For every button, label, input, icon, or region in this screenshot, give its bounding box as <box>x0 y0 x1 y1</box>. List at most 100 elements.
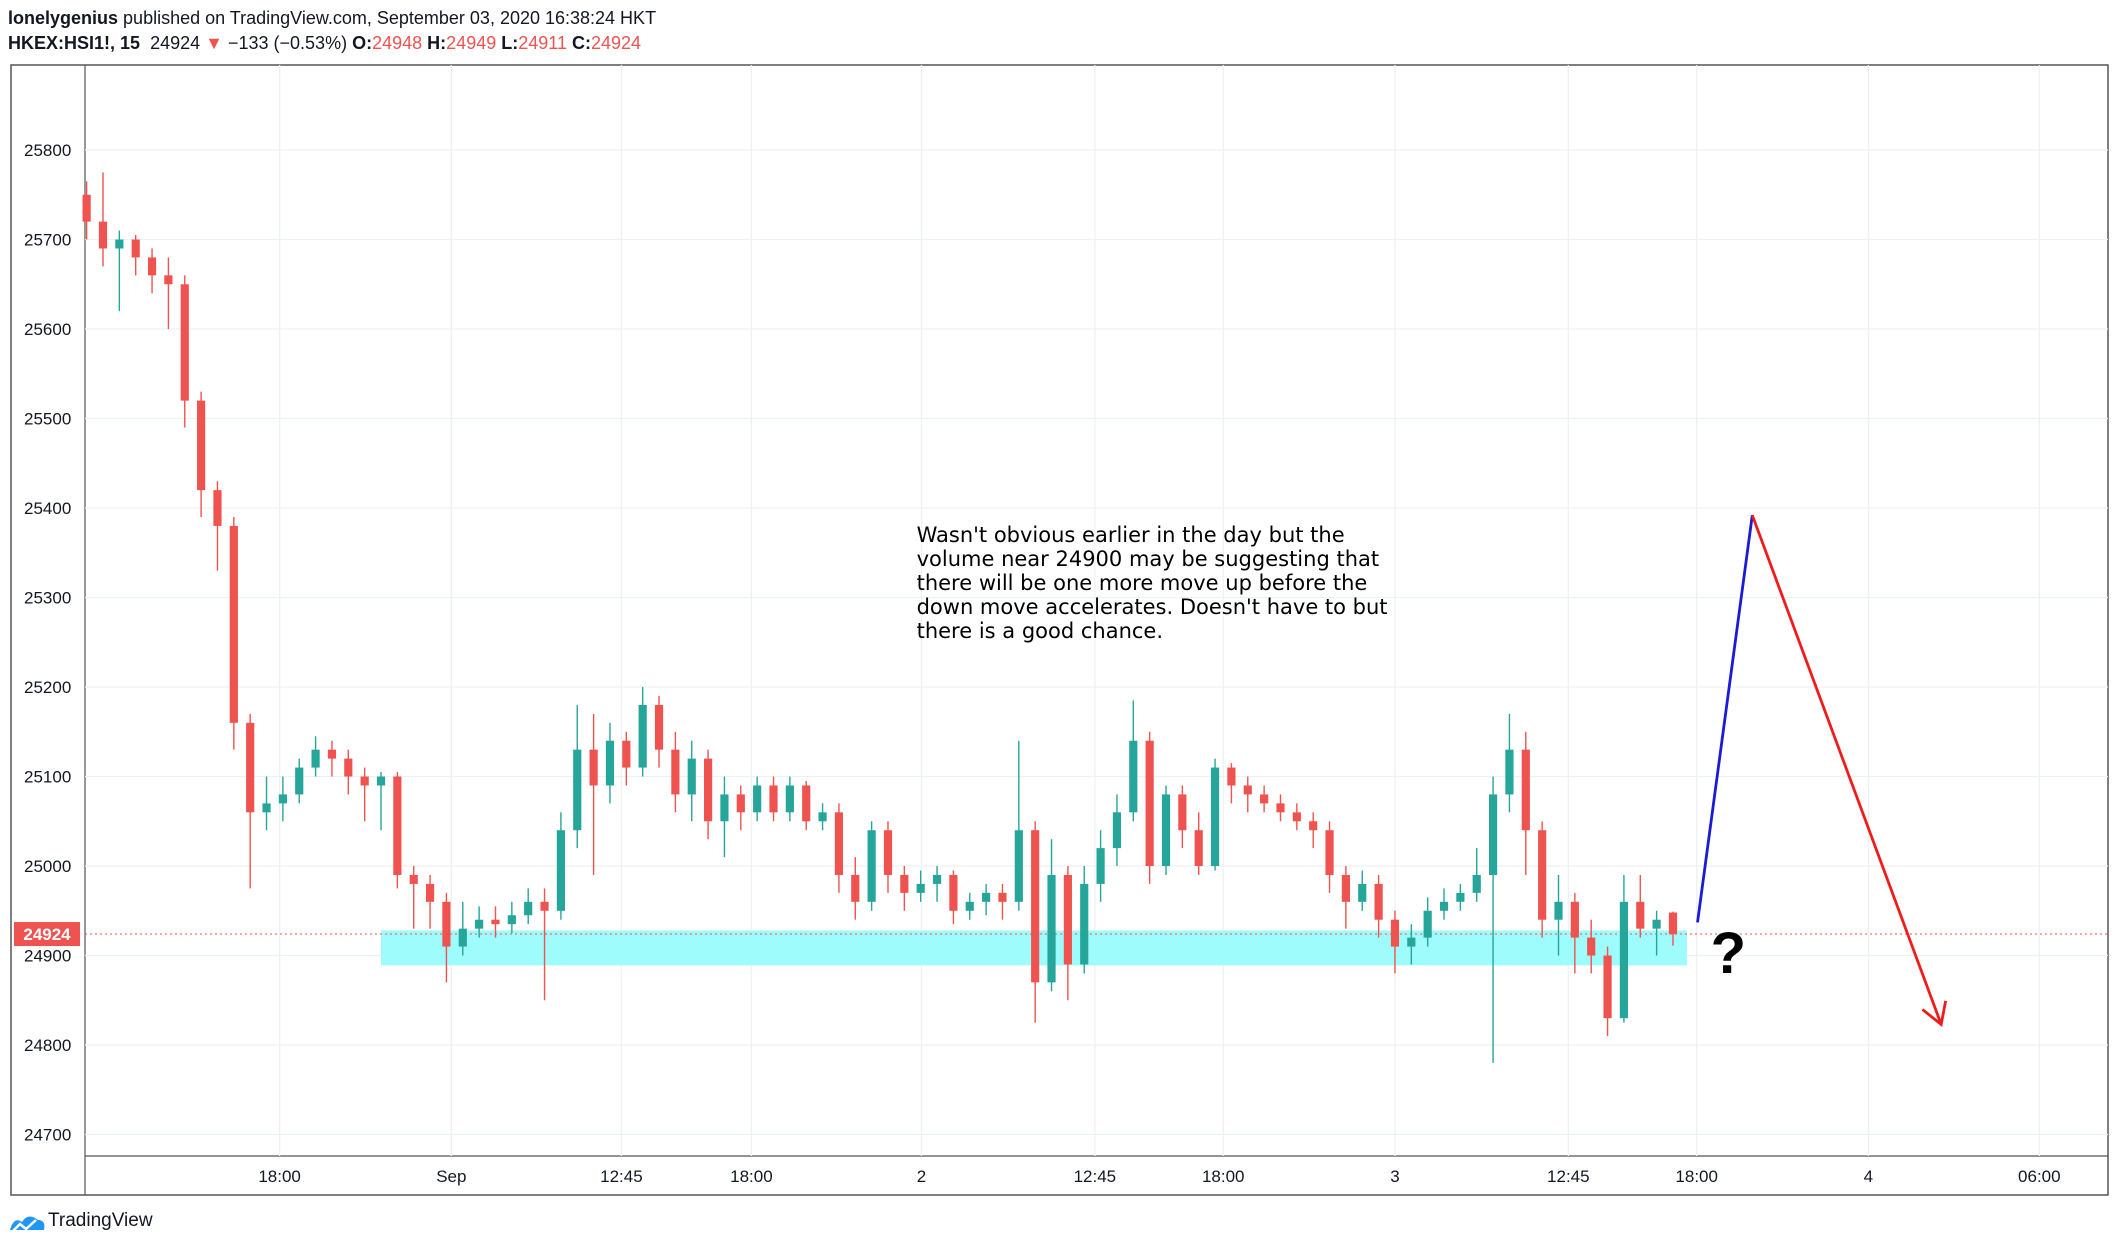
candle-body <box>1210 767 1220 867</box>
candle-body <box>622 740 631 768</box>
x-tick-label: 3 <box>1390 1167 1399 1186</box>
footer: TradingView <box>48 1210 153 1231</box>
candle-body <box>1260 794 1269 804</box>
candle-body <box>654 704 664 750</box>
candle-body <box>982 892 991 902</box>
y-tick-label: 25400 <box>24 499 71 518</box>
x-tick-label: 4 <box>1864 1167 1873 1186</box>
annotation-line: volume near 24900 may be suggesting that <box>917 547 1380 571</box>
candle-body <box>1587 937 1596 956</box>
x-tick-label: 18:00 <box>1675 1167 1718 1186</box>
candle-body <box>802 785 811 822</box>
candle-body <box>687 758 696 795</box>
candle-body <box>262 803 271 813</box>
candle-body <box>1636 901 1645 929</box>
down-icon: ▼ <box>205 33 223 53</box>
candle-body <box>458 928 467 947</box>
candle-body <box>540 901 549 911</box>
candle-body <box>360 776 369 786</box>
last: 24924 <box>150 33 201 53</box>
published: published on TradingView.com, September … <box>123 8 657 28</box>
candle-body <box>900 874 909 893</box>
candle-body <box>442 901 451 947</box>
candle-body <box>213 490 222 526</box>
candle-body <box>1145 740 1154 867</box>
candle-body <box>638 704 647 768</box>
y-tick-label: 24900 <box>24 947 71 966</box>
candle-body <box>1292 812 1301 822</box>
ohlc-label: C: <box>571 33 591 53</box>
candle-body <box>327 749 337 759</box>
y-tick-label: 24700 <box>24 1126 71 1145</box>
annotation-line: there will be one more move up before th… <box>917 571 1368 595</box>
candle-body <box>344 758 353 777</box>
candle-body <box>834 812 844 875</box>
candle-body <box>1276 803 1285 813</box>
candle-body <box>507 915 516 925</box>
candle-body <box>491 919 500 925</box>
ohlc-value: 24924 <box>590 33 642 53</box>
candle-body <box>82 194 91 222</box>
candle-body <box>393 776 402 875</box>
candle-body <box>1014 830 1023 902</box>
candle-body <box>851 874 860 902</box>
candle-body <box>1325 830 1334 875</box>
x-tick-label: 2 <box>917 1167 926 1186</box>
annotation-line: down move accelerates. Doesn't have to b… <box>917 595 1388 619</box>
candle-body <box>867 830 876 902</box>
candle-body <box>1243 785 1252 795</box>
price-label: 24924 <box>23 925 71 944</box>
header: lonelygenius published on TradingView.co… <box>8 6 656 56</box>
candle-body <box>524 901 533 916</box>
question-mark: ? <box>1711 921 1746 986</box>
arrow-head <box>1921 1000 1948 1027</box>
candle-body <box>229 525 238 723</box>
header-line: lonelygenius published on TradingView.co… <box>8 6 656 31</box>
candle-body <box>1472 874 1481 893</box>
candle-body <box>1505 749 1514 795</box>
candle-body <box>573 749 582 831</box>
price-label-bg <box>14 922 80 947</box>
candle-body <box>1309 821 1318 831</box>
candle-body <box>1031 830 1040 983</box>
candle-body <box>589 749 598 786</box>
ohlc-value: 24948 <box>372 33 423 53</box>
candle-body <box>1554 901 1563 920</box>
candle-body <box>556 830 565 911</box>
candle-body <box>1096 848 1105 884</box>
candle-body <box>1521 749 1530 831</box>
candle-body <box>883 830 893 875</box>
candle-body <box>1047 874 1056 983</box>
ohlc: O:24948 H:24949 L:24911 C:24924 <box>352 33 641 53</box>
candle-body <box>785 785 794 813</box>
candle-body <box>818 812 827 822</box>
candle-body <box>131 239 140 258</box>
candle-body <box>1456 892 1465 902</box>
candle-body <box>1063 874 1072 965</box>
frame <box>10 64 2109 1196</box>
candle-body <box>1603 955 1612 1019</box>
candle-body <box>164 275 173 285</box>
candle-body <box>376 776 386 786</box>
candle-body <box>605 740 615 786</box>
candle-body <box>1652 919 1661 929</box>
x-tick-label: 18:00 <box>730 1167 773 1186</box>
candle-body <box>1570 901 1579 938</box>
candle-body <box>1194 830 1203 867</box>
candle-body <box>425 883 435 902</box>
candle-body <box>949 874 958 911</box>
candle-body <box>1178 794 1187 831</box>
x-tick-label: 06:00 <box>2018 1167 2061 1186</box>
annotation-line: Wasn't obvious earlier in the day but th… <box>917 523 1345 547</box>
candle-body <box>409 874 418 884</box>
candle-body <box>704 758 713 822</box>
candle-body <box>965 901 974 911</box>
ohlc-value: 24911 <box>518 33 567 53</box>
x-tick-label: 12:45 <box>1547 1167 1590 1186</box>
candle-body <box>180 284 189 401</box>
candle-body <box>295 767 304 795</box>
candle-body <box>736 794 745 813</box>
ohlc-label: H: <box>427 33 447 53</box>
